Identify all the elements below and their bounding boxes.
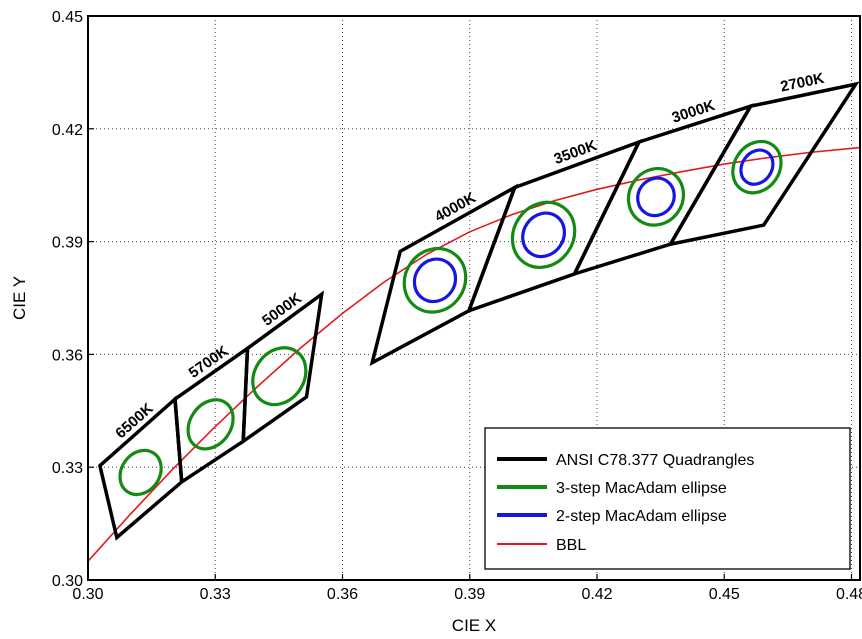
quadrangles	[97, 81, 860, 541]
ellipse-2step	[521, 211, 567, 259]
x-tick-label: 0.30	[72, 586, 103, 603]
y-tick-labels: 0.30 0.33 0.36 0.39 0.42 0.45	[52, 9, 83, 590]
ellipse-3step	[402, 246, 468, 314]
y-tick-label: 0.45	[52, 9, 83, 26]
legend-label-bbl: BBL	[556, 537, 586, 554]
legend: ANSI C78.377 Quadrangles 3-step MacAdam …	[484, 427, 851, 570]
ellipse-2step	[636, 176, 676, 218]
x-tick-label: 0.33	[200, 586, 231, 603]
quadrangle-2700k	[666, 81, 860, 247]
bbl-curve	[88, 146, 860, 562]
ellipse-3step	[510, 200, 577, 269]
x-tick-label: 0.45	[709, 586, 740, 603]
ellipse-2step	[739, 148, 775, 186]
quadrangle-5000k	[241, 290, 325, 445]
ellipse-3step	[118, 448, 163, 497]
legend-label-2step: 2-step MacAdam ellipse	[556, 508, 727, 525]
legend-label-quadrangles: ANSI C78.377 Quadrangles	[556, 452, 754, 469]
ellipses-2step	[412, 148, 775, 304]
y-tick-label: 0.30	[52, 573, 83, 590]
y-tick-label: 0.36	[52, 347, 83, 364]
ellipse-3step	[186, 398, 235, 451]
ellipse-3step	[731, 139, 783, 195]
ellipse-2step	[412, 257, 458, 304]
data-layer	[88, 81, 860, 562]
y-tick-label: 0.33	[52, 460, 83, 477]
x-axis-label: CIE X	[452, 616, 496, 635]
ellipses-3step	[118, 139, 783, 497]
y-axis-label: CIE Y	[10, 276, 29, 320]
y-tick-label: 0.42	[52, 122, 83, 139]
ellipse-3step	[626, 167, 686, 227]
ellipse-3step	[251, 346, 308, 407]
x-tick-label: 0.48	[836, 586, 862, 603]
x-tick-label: 0.36	[327, 586, 358, 603]
x-tick-label: 0.39	[454, 586, 485, 603]
plot-frame	[87, 15, 861, 581]
y-tick-label: 0.39	[52, 235, 83, 252]
legend-label-3step: 3-step MacAdam ellipse	[556, 480, 727, 497]
x-tick-labels: 0.30 0.33 0.36 0.39 0.42 0.45 0.48	[72, 586, 862, 603]
legend-box	[484, 427, 851, 570]
x-tick-label: 0.42	[581, 586, 612, 603]
